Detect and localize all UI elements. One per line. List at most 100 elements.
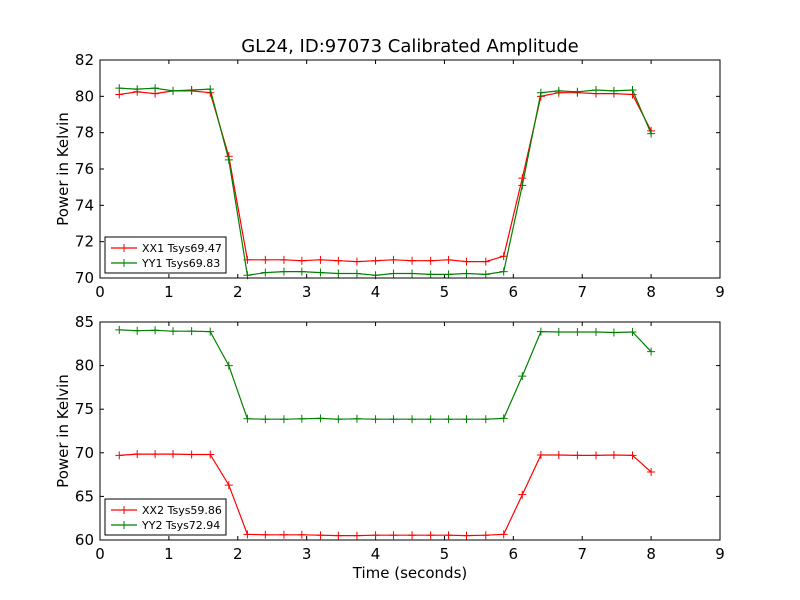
y-axis-label: Power in Kelvin (54, 374, 72, 488)
data-point (261, 255, 270, 264)
data-point (261, 415, 270, 424)
legend: XX1 Tsys69.47 YY1 Tsys69.83 (104, 236, 227, 274)
data-point (334, 531, 343, 540)
data-point (133, 326, 142, 335)
x-tick-label: 0 (95, 283, 105, 301)
y-tick-label: 72 (75, 233, 94, 251)
data-point (408, 269, 417, 278)
data-point (151, 84, 160, 93)
y-tick-label: 74 (75, 196, 94, 214)
data-point (499, 530, 508, 539)
data-point (334, 256, 343, 265)
data-point (573, 451, 582, 460)
data-point (554, 328, 563, 337)
data-point (224, 361, 233, 370)
data-point (389, 415, 398, 424)
data-point (371, 531, 380, 540)
data-point (408, 415, 417, 424)
data-point (352, 414, 361, 423)
data-point (206, 327, 215, 336)
data-point (316, 414, 325, 423)
y-tick-label: 85 (75, 313, 94, 331)
x-tick-label: 6 (509, 283, 519, 301)
x-tick-label: 3 (302, 283, 312, 301)
y-tick-label: 78 (75, 124, 94, 142)
data-point (592, 451, 600, 460)
data-point (518, 174, 527, 183)
data-point (609, 450, 618, 459)
data-point (573, 328, 582, 337)
data-point (536, 327, 545, 336)
legend-label: YY1 Tsys69.83 (141, 257, 220, 270)
data-point (462, 415, 471, 424)
data-point (518, 181, 527, 190)
data-point (169, 86, 178, 95)
data-point (151, 450, 160, 459)
data-point (426, 270, 435, 279)
data-point (206, 85, 215, 94)
data-point (316, 255, 325, 264)
data-point (426, 256, 435, 265)
data-point (609, 86, 618, 95)
data-point (554, 86, 563, 95)
data-point (481, 257, 490, 266)
data-point (279, 255, 288, 264)
data-point (279, 530, 288, 539)
data-point (426, 531, 435, 540)
data-point (352, 257, 361, 266)
x-tick-label: 1 (164, 283, 174, 301)
data-point (462, 257, 471, 266)
data-point (609, 328, 618, 337)
x-tick-label: 6 (509, 545, 519, 563)
y-tick-label: 75 (75, 400, 94, 418)
x-tick-label: 0 (95, 545, 105, 563)
legend-label: XX1 Tsys69.47 (142, 242, 222, 255)
data-point (408, 256, 417, 265)
data-point (115, 325, 124, 334)
x-tick-label: 8 (646, 283, 656, 301)
y-tick-label: 65 (75, 487, 94, 505)
data-point (279, 267, 288, 276)
data-point (592, 328, 600, 337)
data-point (499, 414, 508, 423)
data-point (115, 84, 124, 93)
data-point (518, 372, 527, 381)
legend-box (104, 236, 227, 274)
data-point (481, 531, 490, 540)
data-point (316, 531, 325, 540)
data-point (133, 450, 142, 459)
data-point (243, 414, 252, 423)
data-point (297, 530, 306, 539)
y-tick-label: 76 (75, 160, 94, 178)
y-tick-label: 80 (75, 87, 94, 105)
data-point (187, 85, 196, 94)
data-point (628, 328, 637, 337)
x-tick-label: 8 (646, 545, 656, 563)
x-tick-label: 9 (715, 545, 725, 563)
x-tick-label: 5 (440, 283, 450, 301)
y-tick-label: 70 (75, 269, 94, 287)
data-point (426, 415, 435, 424)
data-point (151, 326, 160, 335)
data-point (389, 269, 398, 278)
data-point (243, 530, 252, 539)
data-point (297, 267, 306, 276)
data-point (554, 450, 563, 459)
x-tick-label: 9 (715, 283, 725, 301)
y-tick-label: 60 (75, 531, 94, 549)
data-point (481, 415, 490, 424)
data-point (499, 267, 508, 276)
x-tick-label: 7 (577, 545, 587, 563)
data-point (647, 467, 656, 476)
y-tick-label: 82 (75, 51, 94, 69)
data-point (279, 415, 288, 424)
data-point (444, 531, 453, 540)
legend-marker (120, 506, 128, 514)
data-point (169, 327, 178, 336)
data-point (389, 255, 398, 264)
plot-frame (99, 321, 721, 541)
data-point (462, 269, 471, 278)
legend-label: YY2 Tsys72.94 (141, 519, 220, 532)
